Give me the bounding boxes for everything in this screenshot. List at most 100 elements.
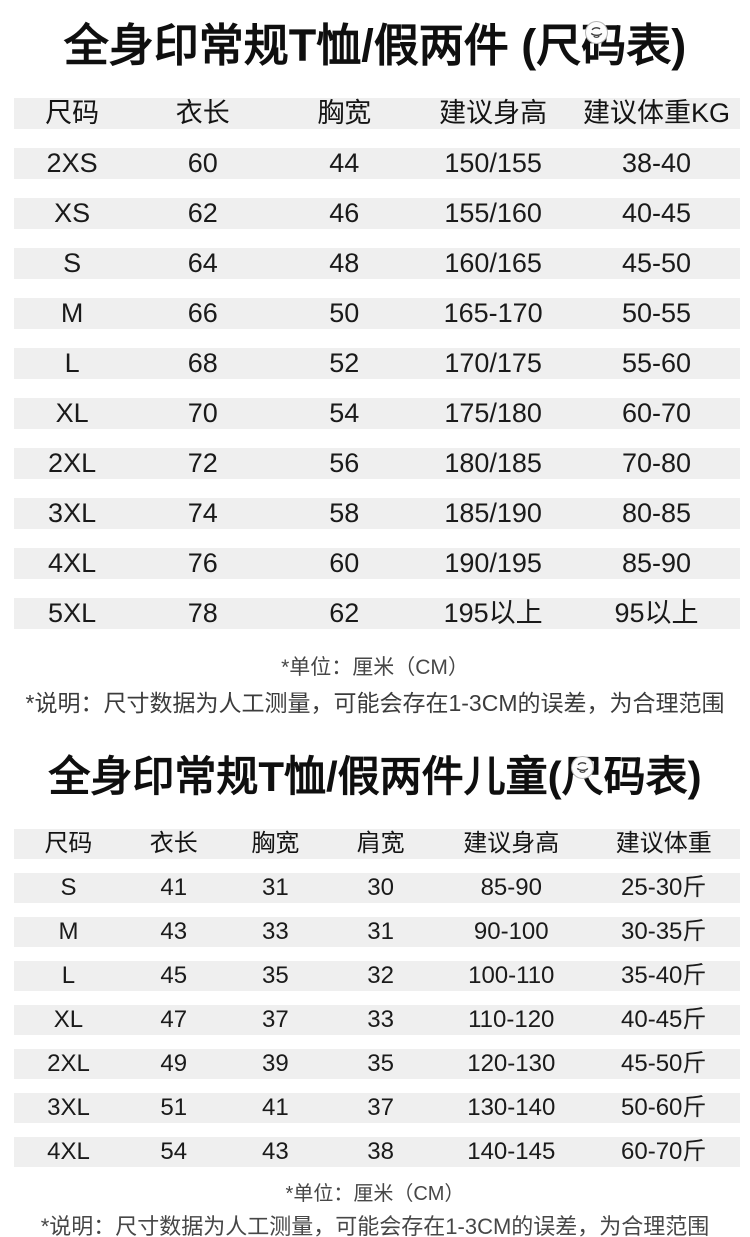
- weight-cell: 85-90: [621, 548, 692, 578]
- height-cell: 160/165: [444, 248, 542, 278]
- chest-cell: 37: [261, 1006, 289, 1034]
- size-cell: 4XL: [47, 1138, 90, 1166]
- column-header: 建议体重KG: [582, 98, 730, 128]
- length-cell: 78: [187, 598, 218, 628]
- height-cell: 170/175: [444, 348, 542, 378]
- weight-cell: 30-35斤: [621, 918, 707, 946]
- weight-cell: 35-40斤: [621, 962, 707, 990]
- column-header: 尺码: [45, 98, 100, 128]
- column-header: 建议身高: [463, 830, 560, 858]
- chest-cell: 62: [329, 598, 360, 628]
- kids-size-chart-section: 全身印常规T恤/假两件儿童(尺码表) 尺码 衣长 胸宽 肩宽 建议身高 建议体重 S 41: [0, 749, 750, 1237]
- shoulder-cell: 35: [367, 1050, 394, 1078]
- length-cell: 45: [160, 962, 188, 990]
- shoulder-cell: 33: [367, 1006, 394, 1034]
- weight-cell: 45-50: [621, 248, 692, 278]
- weight-cell: 40-45斤: [621, 1006, 707, 1034]
- size-cell: S: [60, 874, 77, 902]
- kids-size-table: 尺码 衣长 胸宽 肩宽 建议身高 建议体重 S 41 31 30 85-90 25-30斤…: [14, 829, 740, 1168]
- chest-cell: 56: [329, 448, 360, 478]
- size-cell: 2XL: [48, 448, 97, 478]
- size-cell: XL: [53, 1006, 84, 1034]
- length-cell: 60: [187, 148, 218, 178]
- height-cell: 185/190: [444, 498, 542, 528]
- size-cell: 3XL: [47, 1094, 90, 1122]
- shoulder-cell: 30: [367, 874, 394, 902]
- length-cell: 64: [187, 248, 218, 278]
- length-cell: 66: [187, 298, 218, 328]
- size-row: L 45 35 32 100-110 35-40斤: [14, 961, 740, 992]
- length-cell: 72: [187, 448, 218, 478]
- adult-chart-title: 全身印常规T恤/假两件 (尺码表): [0, 0, 750, 76]
- column-header: 肩宽: [356, 830, 405, 858]
- disclaimer-note: *说明：尺寸数据为人工测量，可能会存在1-3CM的误差，为合理范围: [40, 1214, 710, 1237]
- height-cell: 150/155: [444, 148, 542, 178]
- length-cell: 74: [187, 498, 218, 528]
- chest-cell: 54: [329, 398, 360, 428]
- size-cell: XL: [55, 398, 89, 428]
- size-row: 3XL 74 58 185/190 80-85: [14, 498, 740, 529]
- height-cell: 90-100: [473, 918, 549, 946]
- column-header: 衣长: [149, 830, 198, 858]
- chest-cell: 43: [261, 1138, 289, 1166]
- weight-cell: 45-50斤: [621, 1050, 707, 1078]
- length-cell: 49: [160, 1050, 188, 1078]
- size-row: 2XL 72 56 180/185 70-80: [14, 448, 740, 479]
- height-cell: 165-170: [443, 298, 543, 328]
- length-cell: 43: [160, 918, 188, 946]
- watermark-logo-icon: [571, 756, 594, 780]
- size-cell: 5XL: [48, 598, 97, 628]
- chest-cell: 44: [329, 148, 360, 178]
- size-row: 2XL 49 39 35 120-130 45-50斤: [14, 1049, 740, 1080]
- length-cell: 54: [160, 1138, 188, 1166]
- column-header: 尺码: [44, 830, 93, 858]
- column-header: 建议身高: [439, 98, 548, 128]
- chest-cell: 39: [261, 1050, 289, 1078]
- size-cell: L: [64, 348, 80, 378]
- size-row: XL 70 54 175/180 60-70: [14, 398, 740, 429]
- chest-cell: 58: [329, 498, 360, 528]
- adult-size-table: 尺码 衣长 胸宽 建议身高 建议体重KG 2XS 60 44 150/155 38-40…: [14, 98, 740, 629]
- adult-table-header-row: 尺码 衣长 胸宽 建议身高 建议体重KG: [14, 98, 740, 129]
- shoulder-cell: 38: [367, 1138, 394, 1166]
- length-cell: 41: [160, 874, 188, 902]
- size-cell: 4XL: [48, 548, 97, 578]
- adult-table-body: 2XS 60 44 150/155 38-40 XS 62 46 155/160…: [14, 148, 740, 629]
- height-cell: 130-140: [467, 1094, 556, 1122]
- weight-cell: 95以上: [614, 598, 699, 628]
- length-cell: 68: [187, 348, 218, 378]
- column-header: 胸宽: [251, 830, 300, 858]
- size-cell: XS: [54, 198, 91, 228]
- size-cell: 2XL: [47, 1050, 90, 1078]
- chest-cell: 60: [329, 548, 360, 578]
- size-row: 4XL 54 43 38 140-145 60-70斤: [14, 1137, 740, 1168]
- weight-cell: 70-80: [621, 448, 692, 478]
- weight-cell: 38-40: [621, 148, 692, 178]
- height-cell: 180/185: [444, 448, 542, 478]
- size-row: XS 62 46 155/160 40-45: [14, 198, 740, 229]
- chest-cell: 46: [329, 198, 360, 228]
- height-cell: 85-90: [480, 874, 542, 902]
- chest-cell: 35: [261, 962, 289, 990]
- unit-note: *单位：厘米（CM）: [285, 1183, 465, 1206]
- length-cell: 47: [160, 1006, 188, 1034]
- height-cell: 100-110: [468, 962, 555, 990]
- height-cell: 195以上: [443, 598, 543, 628]
- unit-note: *单位：厘米（CM）: [281, 656, 469, 679]
- size-row: 2XS 60 44 150/155 38-40: [14, 148, 740, 179]
- length-cell: 62: [187, 198, 218, 228]
- size-row: 4XL 76 60 190/195 85-90: [14, 548, 740, 579]
- size-row: M 43 33 31 90-100 30-35斤: [14, 917, 740, 948]
- size-row: S 64 48 160/165 45-50: [14, 248, 740, 279]
- column-header: 建议体重: [615, 830, 712, 858]
- weight-cell: 40-45: [621, 198, 692, 228]
- height-cell: 155/160: [444, 198, 542, 228]
- size-cell: 2XS: [46, 148, 98, 178]
- size-row: L 68 52 170/175 55-60: [14, 348, 740, 379]
- size-cell: L: [61, 962, 76, 990]
- chest-cell: 33: [261, 918, 289, 946]
- weight-cell: 55-60: [621, 348, 692, 378]
- chest-cell: 50: [329, 298, 360, 328]
- kids-table-body: S 41 31 30 85-90 25-30斤 M 43 33 31 90-10…: [14, 873, 740, 1168]
